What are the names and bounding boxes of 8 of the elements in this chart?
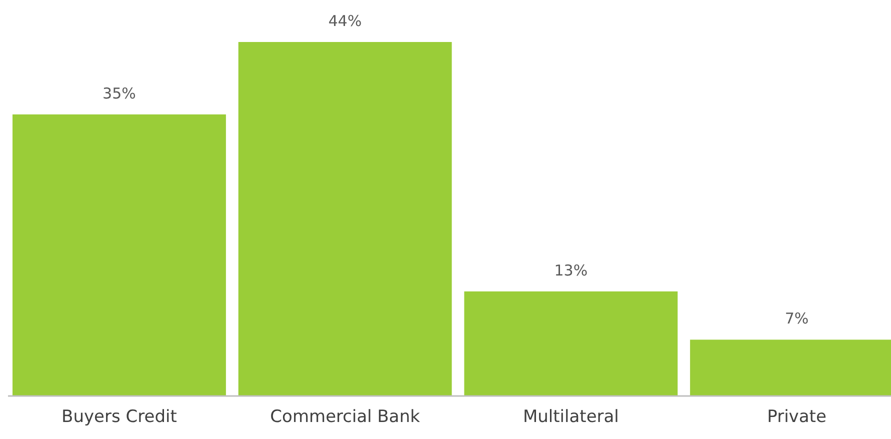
x-tick-label: Private [767,407,826,428]
data-label: 44% [328,12,362,30]
x-tick-label: Multilateral [522,407,619,428]
x-tick-label: Commercial Bank [270,407,420,428]
data-label: 35% [102,84,136,102]
data-label: 13% [554,261,588,280]
x-tick-label: Buyers Credit [62,407,178,428]
data-label: 7% [784,310,809,328]
